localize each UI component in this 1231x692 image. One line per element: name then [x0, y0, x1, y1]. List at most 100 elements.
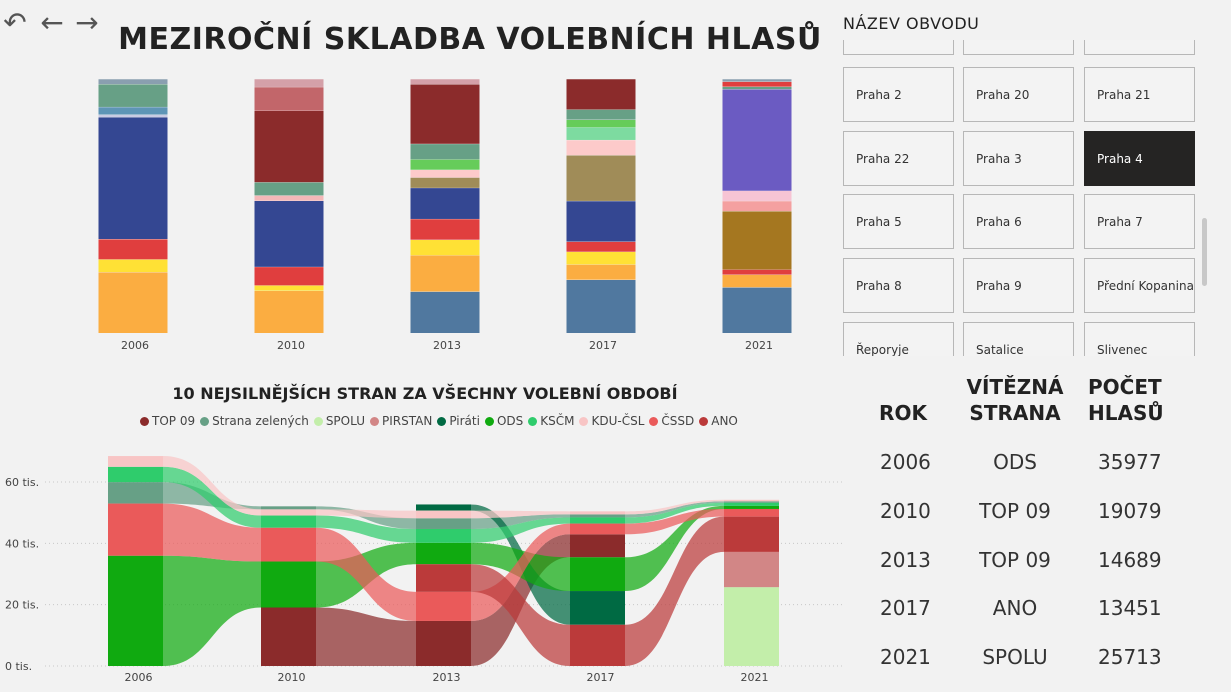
bar-segment[interactable]: [410, 159, 480, 170]
bar-segment[interactable]: [566, 127, 636, 140]
bar-segment[interactable]: [98, 117, 168, 240]
bar-segment[interactable]: [722, 79, 792, 82]
ribbon-segment[interactable]: [570, 591, 625, 625]
undo-icon[interactable]: ↶: [3, 6, 27, 39]
ribbon-segment[interactable]: [261, 607, 316, 666]
ribbon-segment[interactable]: [570, 511, 625, 515]
ribbon-segment[interactable]: [724, 508, 779, 517]
ribbon-segment[interactable]: [108, 503, 163, 556]
bar-segment[interactable]: [98, 114, 168, 118]
ribbon-flow[interactable]: [316, 527, 416, 621]
legend-item[interactable]: TOP 09: [140, 414, 195, 428]
bar-segment[interactable]: [254, 110, 324, 183]
ribbon-flow[interactable]: [163, 456, 261, 516]
bar-segment[interactable]: [722, 190, 792, 201]
bar-segment[interactable]: [98, 79, 168, 85]
bar-segment[interactable]: [98, 239, 168, 260]
bar-segment[interactable]: [98, 259, 168, 273]
ribbon-segment[interactable]: [108, 456, 163, 467]
bar-segment[interactable]: [254, 200, 324, 267]
ribbon-flow[interactable]: [625, 501, 724, 518]
ribbon-segment[interactable]: [570, 514, 625, 518]
ribbon-segment[interactable]: [570, 517, 625, 524]
bar-segment[interactable]: [410, 79, 480, 85]
ribbon-flow[interactable]: [316, 509, 416, 519]
slicer-item[interactable]: Satalice: [963, 322, 1074, 356]
legend-item[interactable]: Piráti: [437, 414, 480, 428]
bar-segment[interactable]: [722, 269, 792, 275]
bar-segment[interactable]: [254, 195, 324, 201]
ribbon-segment[interactable]: [108, 466, 163, 483]
bar-segment[interactable]: [566, 251, 636, 265]
forward-arrow-icon[interactable]: →: [75, 6, 99, 39]
district-slicer[interactable]: Praha 2 Praha 20 Praha 21 Praha 22 Praha 3 Pr…: [843, 40, 1203, 356]
slicer-item[interactable]: Praha 7: [1084, 194, 1195, 249]
ribbon-segment[interactable]: [416, 510, 471, 519]
ribbon-segment[interactable]: [261, 561, 316, 608]
legend-item[interactable]: ČSSD: [649, 414, 694, 428]
ribbon-segment[interactable]: [570, 534, 625, 558]
bar-segment[interactable]: [254, 86, 324, 111]
slicer-item[interactable]: [843, 40, 954, 55]
bar-segment[interactable]: [410, 255, 480, 292]
ribbon-segment[interactable]: [724, 505, 779, 509]
ribbon-flow[interactable]: [625, 502, 724, 524]
slicer-item[interactable]: Slivenec: [1084, 322, 1195, 356]
bar-segment[interactable]: [722, 86, 792, 90]
ribbon-segment[interactable]: [724, 587, 779, 666]
slicer-item[interactable]: Praha 22: [843, 131, 954, 186]
ribbon-flow[interactable]: [471, 564, 570, 666]
bar-segment[interactable]: [98, 84, 168, 107]
bar-segment[interactable]: [410, 143, 480, 160]
slicer-item[interactable]: [1084, 40, 1195, 55]
bar-segment[interactable]: [254, 290, 324, 333]
ribbon-segment[interactable]: [416, 504, 471, 511]
ribbon-flow[interactable]: [625, 505, 724, 592]
bar-segment[interactable]: [722, 211, 792, 270]
slicer-item[interactable]: Řeporyje: [843, 322, 954, 356]
legend-item[interactable]: Strana zelených: [200, 414, 309, 428]
bar-segment[interactable]: [566, 279, 636, 333]
ribbon-segment[interactable]: [724, 501, 779, 503]
slicer-item[interactable]: Praha 9: [963, 258, 1074, 313]
legend-item[interactable]: PIRSTAN: [369, 414, 432, 428]
ribbon-segment[interactable]: [416, 591, 471, 621]
ribbon-segment[interactable]: [416, 620, 471, 666]
bar-segment[interactable]: [566, 200, 636, 242]
slicer-item[interactable]: [963, 40, 1074, 55]
bar-segment[interactable]: [98, 106, 168, 115]
ribbon-segment[interactable]: [416, 564, 471, 592]
ribbon-flow[interactable]: [316, 607, 416, 666]
bar-segment[interactable]: [722, 81, 792, 87]
bar-segment[interactable]: [566, 264, 636, 280]
bar-segment[interactable]: [254, 266, 324, 286]
bar-segment[interactable]: [410, 177, 480, 188]
slicer-item[interactable]: Praha 3: [963, 131, 1074, 186]
ribbon-flow[interactable]: [163, 555, 261, 666]
ribbon-flow[interactable]: [163, 466, 261, 528]
slicer-scrollbar[interactable]: [1202, 218, 1207, 286]
ribbon-segment[interactable]: [416, 542, 471, 565]
legend-item[interactable]: KDU-ČSL: [579, 414, 644, 428]
ribbon-flow[interactable]: [471, 510, 570, 519]
bar-segment[interactable]: [722, 287, 792, 333]
slicer-item[interactable]: Praha 6: [963, 194, 1074, 249]
slicer-item[interactable]: Praha 4: [1084, 131, 1195, 186]
ribbon-segment[interactable]: [416, 528, 471, 543]
ribbon-segment[interactable]: [416, 518, 471, 529]
slicer-item[interactable]: Praha 20: [963, 67, 1074, 122]
bar-segment[interactable]: [254, 285, 324, 291]
bar-segment[interactable]: [254, 79, 324, 87]
ribbon-segment[interactable]: [108, 555, 163, 666]
legend-item[interactable]: ANO: [699, 414, 738, 428]
bar-segment[interactable]: [410, 84, 480, 144]
bar-segment[interactable]: [410, 218, 480, 240]
ribbon-flow[interactable]: [471, 517, 570, 543]
ribbon-flow[interactable]: [316, 515, 416, 543]
bar-segment[interactable]: [722, 89, 792, 191]
ribbon-segment[interactable]: [724, 551, 779, 588]
legend-item[interactable]: SPOLU: [313, 414, 365, 428]
legend-item[interactable]: KSČM: [528, 414, 574, 428]
bar-segment[interactable]: [566, 109, 636, 120]
ribbon-flow[interactable]: [163, 503, 261, 562]
